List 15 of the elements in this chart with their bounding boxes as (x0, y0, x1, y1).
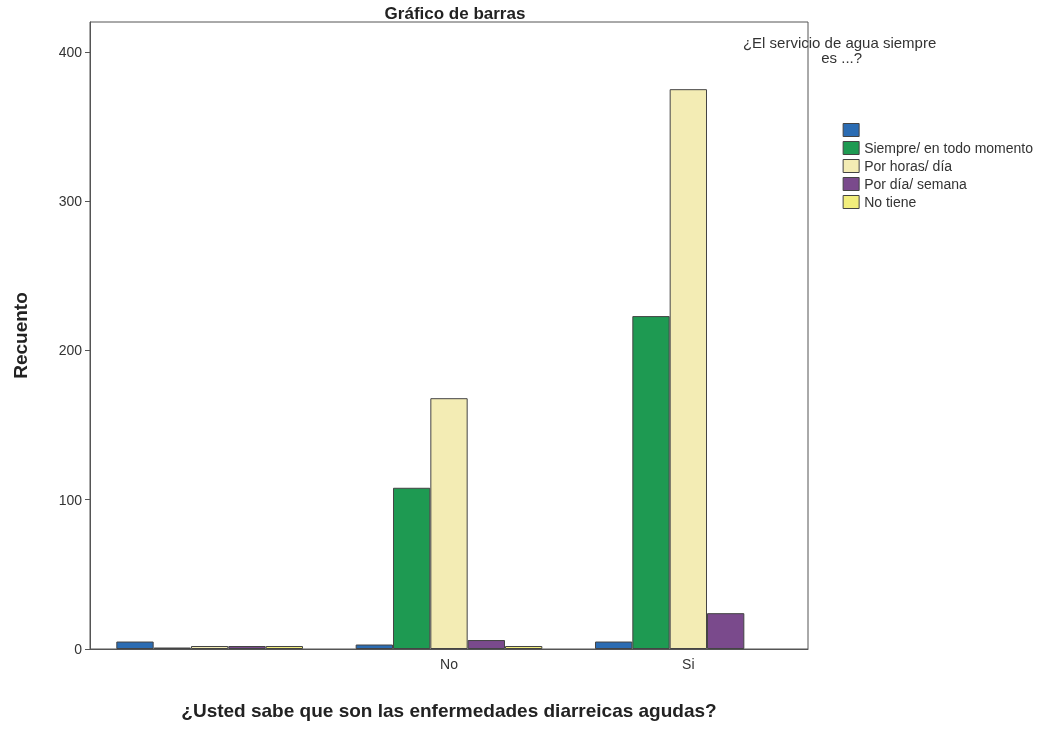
chart-title: Gráfico de barras (384, 4, 526, 23)
y-tick-label: 200 (58, 342, 83, 359)
y-tick-label: 300 (58, 193, 83, 210)
legend-label: Por día/ semana (864, 176, 968, 192)
y-tick-label: 0 (74, 641, 83, 657)
y-tick-label: 100 (58, 491, 83, 508)
legend-label: No tiene (864, 194, 917, 210)
x-tick-label: No (440, 656, 459, 672)
legend-label: Siempre/ en todo momento (864, 140, 1034, 156)
y-tick-label: 400 (58, 43, 83, 60)
legend-title: ¿El servicio de agua siempre es ...? (742, 34, 937, 66)
x-axis-title: ¿Usted sabe que son las enfermedades diarreicas agudas? (181, 699, 717, 721)
x-tick-label: Si (682, 656, 695, 672)
y-axis-title: Recuento (10, 292, 31, 379)
legend-label: Por horas/ día (864, 158, 953, 174)
